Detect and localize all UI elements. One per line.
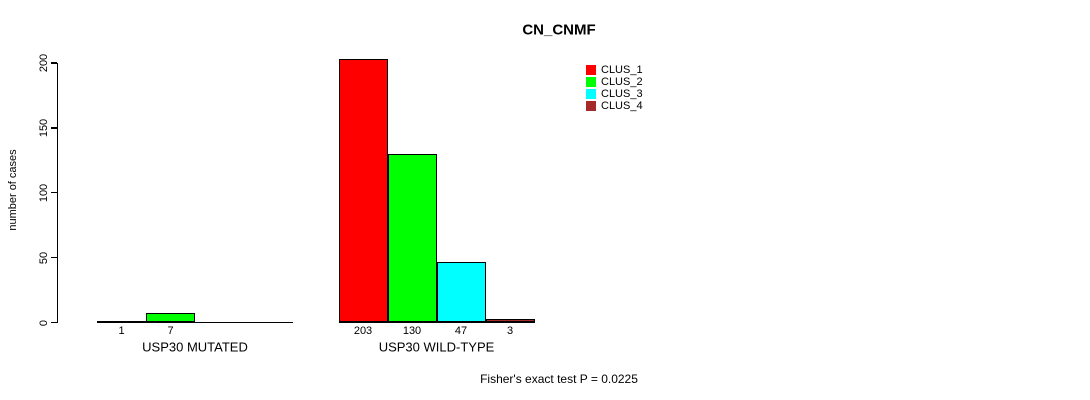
y-tick-label: 200 — [38, 53, 50, 73]
legend-label: CLUS_1 — [601, 64, 643, 76]
y-axis-line — [56, 63, 58, 323]
group-label-usp30-mutated: USP30 MUTATED — [142, 339, 248, 355]
group-label-usp30-wild-type: USP30 WILD-TYPE — [378, 339, 495, 355]
x-axis-baseline — [338, 321, 535, 324]
y-tick — [51, 127, 57, 129]
legend-swatch-clus-4 — [586, 101, 596, 111]
legend-swatch-clus-2 — [586, 77, 596, 87]
chart-title: CN_CNMF — [522, 21, 596, 39]
bar-value-label: 3 — [506, 325, 514, 337]
legend-item-clus-1: CLUS_1 — [586, 64, 643, 76]
y-tick — [51, 321, 57, 324]
legend-label: CLUS_3 — [601, 88, 643, 100]
bar-usp30-mutated-clus-1 — [97, 321, 146, 324]
bar-usp30-wild-type-clus-3 — [436, 261, 486, 323]
y-tick-label: 150 — [38, 118, 50, 138]
legend-label: CLUS_2 — [601, 76, 643, 88]
bar-usp30-wild-type-clus-4 — [485, 318, 535, 323]
bar-usp30-wild-type-clus-2 — [387, 153, 437, 323]
y-axis-label: number of cases — [7, 149, 19, 231]
legend-item-clus-4: CLUS_4 — [586, 100, 643, 112]
legend-swatch-clus-3 — [586, 89, 596, 99]
bar-value-label: 130 — [402, 325, 422, 337]
bar-usp30-mutated-clus-2 — [146, 313, 195, 323]
bar-usp30-wild-type-clus-1 — [338, 59, 388, 323]
legend: CLUS_1 CLUS_2 CLUS_3 CLUS_4 — [586, 64, 643, 112]
bar-value-label: 7 — [167, 325, 174, 337]
y-tick-label: 50 — [38, 251, 50, 264]
legend-item-clus-2: CLUS_2 — [586, 76, 643, 88]
y-tick — [51, 192, 57, 194]
bar-value-label: 203 — [353, 325, 373, 337]
stat-annotation: Fisher's exact test P = 0.0225 — [480, 372, 638, 386]
y-tick-label: 100 — [38, 183, 50, 202]
legend-item-clus-3: CLUS_3 — [586, 88, 643, 100]
y-tick — [51, 62, 57, 64]
legend-swatch-clus-1 — [586, 65, 596, 75]
y-tick — [51, 256, 57, 259]
bar-value-label: 47 — [454, 325, 468, 337]
bar-value-label: 1 — [118, 325, 125, 337]
legend-label: CLUS_4 — [601, 100, 643, 112]
x-axis-baseline — [97, 321, 293, 324]
y-tick-label: 0 — [38, 319, 50, 326]
